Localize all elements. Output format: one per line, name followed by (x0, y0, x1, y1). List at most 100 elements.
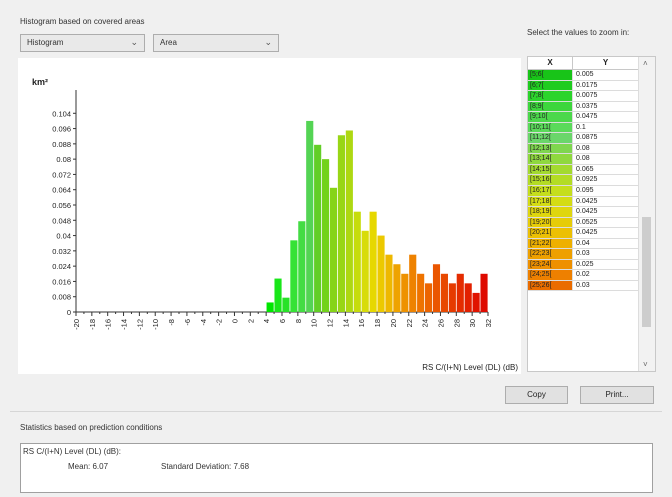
y-tick-label: 0.016 (52, 277, 71, 286)
cell-y: 0.0425 (576, 208, 598, 216)
x-tick-label: -6 (183, 319, 192, 326)
x-tick-label: -16 (104, 319, 113, 330)
x-tick-label: 22 (405, 319, 414, 327)
table-row[interactable]: [24;25[0.02 (528, 270, 638, 281)
zoom-values-table[interactable]: X Y [5;6[0.005 [6;7[0.0175 [7;8[0.0075 [8;9… (527, 56, 656, 372)
table-row[interactable]: [5;6[0.005 (528, 70, 638, 81)
table-row[interactable]: [21;22[0.04 (528, 238, 638, 250)
table-row[interactable]: [15;16[0.0925 (528, 175, 638, 187)
table-scrollbar[interactable]: ˄ ˅ (638, 57, 655, 371)
cell-x: [25;26[ (528, 280, 573, 291)
y-tick-label: 0.08 (56, 155, 71, 164)
table-row[interactable]: [20;21[0.0425 (528, 228, 638, 239)
x-tick-label: 32 (484, 319, 493, 327)
x-tick-label: 8 (294, 319, 303, 323)
cell-x: [20;21[ (528, 228, 573, 238)
histogram-bar (417, 273, 425, 312)
histogram-bar (440, 273, 448, 312)
y-tick-label: 0.056 (52, 201, 71, 210)
table-row[interactable]: [13;14[0.08 (528, 154, 638, 165)
cell-x: [16;17[ (528, 186, 573, 196)
histogram-bar (266, 302, 274, 312)
stats-mean: Mean: 6.07 (68, 462, 109, 471)
x-tick-label: -2 (215, 319, 224, 326)
cell-y: 0.0475 (576, 113, 598, 121)
cell-y: 0.0925 (576, 176, 598, 184)
cell-x: [11;12[ (528, 133, 573, 143)
copy-button[interactable]: Copy (505, 386, 568, 404)
table-row[interactable]: [17;18[0.0425 (528, 196, 638, 208)
histogram-bar (369, 211, 377, 312)
x-tick-label: 10 (310, 319, 319, 327)
histogram-bar (425, 283, 433, 312)
table-row[interactable]: [8;9[0.0375 (528, 101, 638, 113)
cell-y: 0.0875 (576, 134, 598, 142)
histogram-bar (480, 273, 488, 312)
cell-y: 0.03 (576, 281, 590, 289)
y-tick-label: 0.008 (52, 293, 71, 302)
column-header-y[interactable]: Y (602, 58, 609, 67)
x-tick-label: 16 (357, 319, 366, 327)
histogram-bar (306, 120, 314, 312)
cell-x: [5;6[ (528, 70, 573, 80)
scroll-down-icon[interactable]: ˅ (643, 360, 648, 369)
table-row[interactable]: [11;12[0.0875 (528, 133, 638, 144)
cell-y: 0.095 (576, 187, 594, 195)
table-row[interactable]: [22;23[0.03 (528, 249, 638, 260)
cell-y: 0.0175 (576, 81, 598, 89)
table-row[interactable]: [19;20[0.0525 (528, 217, 638, 229)
cell-y: 0.065 (576, 165, 594, 173)
table-row[interactable]: [10;11[0.1 (528, 122, 638, 134)
histogram-bar (322, 159, 330, 312)
stats-textbox[interactable]: RS C/(I+N) Level (DL) (dB): Mean: 6.07 S… (20, 443, 653, 493)
histogram-type-combo[interactable]: Histogram ⌄ (20, 34, 145, 52)
histogram-bar (432, 264, 441, 312)
column-header-x[interactable]: X (528, 57, 573, 69)
cell-x: [15;16[ (528, 175, 573, 186)
cell-y: 0.04 (576, 239, 590, 247)
print-button[interactable]: Print... (580, 386, 654, 404)
table-row[interactable]: [7;8[0.0075 (528, 91, 638, 102)
x-tick-label: -20 (72, 319, 81, 330)
table-row[interactable]: [25;26[0.03 (528, 280, 638, 292)
scroll-up-icon[interactable]: ˄ (643, 59, 648, 68)
table-row[interactable]: [18;19[0.0425 (528, 207, 638, 218)
histogram-group-title: Histogram based on covered areas (20, 17, 145, 26)
histogram-bar (472, 292, 480, 312)
x-tick-label: 30 (468, 319, 477, 327)
stats-metric-label: RS C/(I+N) Level (DL) (dB): (23, 447, 122, 456)
table-row[interactable]: [9;10[0.0475 (528, 112, 638, 123)
x-tick-label: -4 (199, 319, 208, 326)
cell-y: 0.0375 (576, 102, 598, 110)
histogram-chart-panel: km² 0.104 0.096 0.088 0.08 0.072 0.064 0.056 0.0… (18, 58, 521, 374)
cell-x: [21;22[ (528, 238, 573, 249)
cell-y: 0.0525 (576, 218, 598, 226)
y-tick-label: 0.088 (52, 140, 71, 149)
y-tick-label: 0.104 (52, 109, 71, 118)
cell-x: [10;11[ (528, 122, 573, 133)
table-header: X Y (528, 57, 638, 70)
table-row[interactable]: [12;13[0.08 (528, 143, 638, 155)
histogram-bar (385, 254, 393, 312)
cell-x: [17;18[ (528, 196, 573, 207)
scrollbar-thumb[interactable] (642, 217, 651, 327)
cell-y: 0.0075 (576, 92, 598, 100)
y-tick-label: 0 (67, 308, 71, 317)
cell-x: [14;15[ (528, 164, 573, 175)
table-row[interactable]: [23;24[0.025 (528, 259, 638, 271)
table-row[interactable]: [16;17[0.095 (528, 186, 638, 197)
table-row[interactable]: [6;7[0.0175 (528, 80, 638, 92)
x-tick-label: 18 (373, 319, 382, 327)
table-row[interactable]: [14;15[0.065 (528, 164, 638, 176)
cell-x: [24;25[ (528, 270, 573, 280)
histogram-bar (409, 254, 417, 312)
cell-x: [23;24[ (528, 259, 573, 270)
histogram-bar (345, 130, 353, 312)
measure-combo[interactable]: Area ⌄ (153, 34, 279, 52)
cell-x: [6;7[ (528, 80, 573, 91)
y-tick-label: 0.072 (52, 170, 71, 179)
histogram-bar (337, 135, 345, 312)
section-divider (10, 411, 662, 412)
y-tick-label: 0.04 (56, 232, 71, 241)
zoom-select-label: Select the values to zoom in: (527, 28, 630, 37)
